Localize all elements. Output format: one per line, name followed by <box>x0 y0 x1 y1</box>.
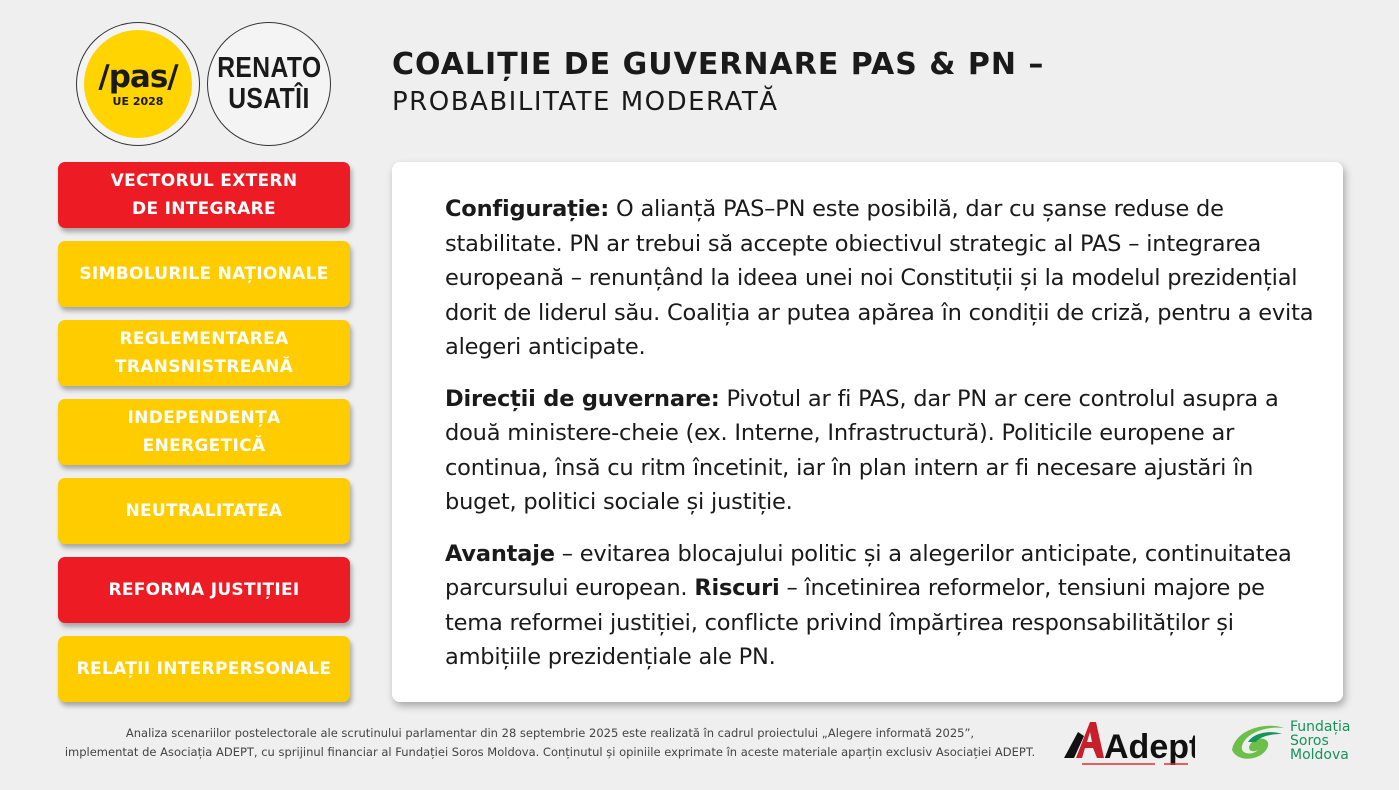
soros-line1: Fundația <box>1290 719 1351 735</box>
soros-swirl-icon <box>1232 725 1284 759</box>
nav-neutralitatea[interactable]: NEUTRALITATEA <box>58 478 350 544</box>
label-configuratie: Configurație: <box>445 196 610 222</box>
sidebar-nav: VECTORUL EXTERN DE INTEGRARE SIMBOLURILE… <box>58 162 350 715</box>
nav-independenta-energetica[interactable]: INDEPENDENȚA ENERGETICĂ <box>58 399 350 465</box>
nav-simbolurile-nationale[interactable]: SIMBOLURILE NAȚIONALE <box>58 241 350 307</box>
text-avantaje: – evitarea blocajului politic și a alege… <box>445 540 1292 602</box>
footer-line2: implementat de Asociația ADEPT, cu sprij… <box>64 745 1036 759</box>
title-line: COALIȚIE DE GUVERNARE PAS & PN – <box>392 47 1045 82</box>
soros-logo: Fundația Soros Moldova <box>1228 720 1350 762</box>
adept-logo-text: Adept <box>1104 728 1195 766</box>
paragraph-configuratie: Configurație: O alianță PAS–PN este posi… <box>445 192 1319 365</box>
text-configuratie: O alianță PAS–PN este posibilă, dar cu ș… <box>445 196 1314 360</box>
candidate-logo-line2: USATÎI <box>228 83 310 115</box>
candidate-logo: RENATO USATÎI <box>207 22 331 146</box>
paragraph-directii: Direcții de guvernare: Pivotul ar fi PAS… <box>445 382 1319 520</box>
nav-vectorul-extern[interactable]: VECTORUL EXTERN DE INTEGRARE <box>58 162 350 228</box>
paragraph-avantaje-riscuri: Avantaje – evitarea blocajului politic ș… <box>445 537 1319 675</box>
soros-line2: Soros <box>1290 733 1329 749</box>
text-riscuri: – încetinirea reformelor, tensiuni major… <box>445 575 1265 670</box>
text-directii: Pivotul ar fi PAS, dar PN ar cere contro… <box>445 385 1279 516</box>
pas-logo: /pas/ UE 2028 <box>76 22 200 146</box>
content-card: Configurație: O alianță PAS–PN este posi… <box>392 162 1343 702</box>
candidate-logo-line1: RENATO <box>216 52 322 84</box>
label-riscuri: Riscuri <box>694 575 780 601</box>
nav-reglementarea-transnistreana[interactable]: REGLEMENTAREA TRANSNISTREANĂ <box>58 320 350 386</box>
nav-reforma-justitiei[interactable]: REFORMA JUSTIȚIEI <box>58 557 350 623</box>
page-title: COALIȚIE DE GUVERNARE PAS & PN – PROBABI… <box>392 46 1044 120</box>
footer-disclaimer: Analiza scenariilor postelectorale ale s… <box>60 724 1040 762</box>
label-directii: Direcții de guvernare: <box>445 385 720 412</box>
footer-line1: Analiza scenariilor postelectorale ale s… <box>125 726 975 740</box>
nav-relatii-interpersonale[interactable]: RELAȚII INTERPERSONALE <box>58 636 350 702</box>
label-avantaje: Avantaje <box>445 540 555 567</box>
pas-logo-sub: UE 2028 <box>112 94 164 108</box>
subtitle-line: PROBABILITATE MODERATĂ <box>392 87 779 117</box>
adept-logo: Adept <box>1060 718 1200 772</box>
pas-logo-word: /pas/ <box>98 58 178 95</box>
soros-line3: Moldova <box>1290 747 1349 763</box>
